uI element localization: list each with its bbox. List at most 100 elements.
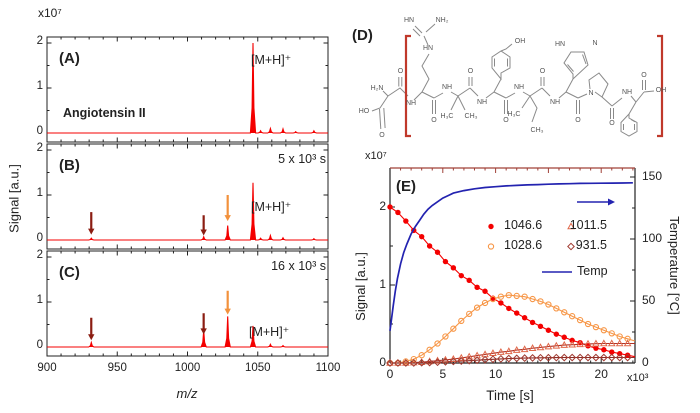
tick-label: 2 bbox=[36, 249, 43, 261]
tick-label: 2 bbox=[36, 35, 43, 47]
atom-label: O bbox=[431, 117, 437, 124]
legend-markers bbox=[487, 222, 575, 273]
atom-label: O bbox=[575, 117, 581, 124]
tick-label: 20 bbox=[594, 367, 608, 381]
temperature-curve bbox=[389, 181, 633, 331]
left-bracket bbox=[404, 34, 411, 138]
atom-label: OH bbox=[656, 87, 667, 94]
tick-label: 15 bbox=[541, 367, 556, 381]
fragment-arrow bbox=[224, 195, 231, 222]
spectrum-trace-A bbox=[47, 42, 328, 134]
legend-temp: Temp bbox=[577, 264, 608, 278]
atom-label: O bbox=[468, 68, 474, 75]
panel-a-title: Angiotensin II bbox=[63, 106, 146, 120]
tick-label: 1 bbox=[36, 187, 43, 199]
atom-label: O bbox=[609, 120, 615, 127]
panel-b-label: (B) bbox=[59, 157, 80, 174]
panel-c-peak-annotation: [M+H]⁺ bbox=[249, 325, 290, 339]
panel-a-label: (A) bbox=[59, 50, 80, 67]
legend-1011: 1011.5 bbox=[569, 218, 607, 232]
tick-label: 1 bbox=[36, 80, 43, 92]
legend-1046: 1046.6 bbox=[504, 218, 543, 232]
tick-label: 1100 bbox=[315, 362, 341, 374]
tick-label: 950 bbox=[107, 362, 127, 374]
atom-label: NH bbox=[550, 99, 560, 106]
atom-label: HO bbox=[359, 108, 370, 115]
panel-a-peak-annotation: [M+H]⁺ bbox=[251, 53, 292, 67]
kinetics-y-scale: x10⁷ bbox=[365, 150, 387, 162]
spectrum-panel-C bbox=[46, 250, 329, 357]
series-markers-1046.6 bbox=[387, 204, 631, 358]
atom-label: O bbox=[540, 68, 546, 75]
atom-label: NH bbox=[406, 100, 416, 107]
tick-label: 50 bbox=[642, 293, 656, 307]
atom-label: CH₃ bbox=[465, 113, 478, 120]
atom-label: HN bbox=[404, 17, 414, 24]
tick-label: 0 bbox=[36, 125, 43, 137]
legend-1028: 1028.6 bbox=[504, 238, 543, 252]
tick-label: 0 bbox=[379, 355, 386, 369]
tick-label: 0 bbox=[36, 232, 43, 244]
panel-e-label: (E) bbox=[396, 178, 416, 195]
fragment-arrow bbox=[224, 290, 231, 315]
kinetics-y-axis-label: Signal [a.u.] bbox=[353, 252, 368, 321]
fragment-brackets bbox=[404, 34, 664, 138]
spectrum-panel-A bbox=[46, 36, 329, 143]
atom-label: OH bbox=[515, 38, 526, 45]
tick-label: 2 bbox=[379, 199, 386, 213]
tick-label: 150 bbox=[642, 169, 663, 183]
panel-c-time-annotation: 16 x 10³ s bbox=[271, 259, 326, 273]
fit-line-931.5 bbox=[390, 356, 635, 364]
atom-label: O bbox=[379, 132, 385, 139]
time-axis-scale: x10³ bbox=[627, 372, 649, 384]
kinetics-chart bbox=[386, 167, 636, 367]
spectrum-trace-B bbox=[47, 182, 328, 241]
atom-label: H₂N bbox=[371, 85, 384, 92]
structure-bonds bbox=[371, 23, 655, 137]
atom-label: H₃C bbox=[508, 111, 521, 118]
fragment-arrow bbox=[88, 212, 95, 235]
tick-label: 900 bbox=[37, 362, 57, 374]
panel-c-label: (C) bbox=[59, 264, 80, 281]
tick-label: 10 bbox=[488, 367, 503, 381]
tick-label: 1 bbox=[379, 277, 386, 291]
atom-label: HN bbox=[555, 41, 565, 48]
fit-line-1028.6 bbox=[390, 294, 636, 364]
panel-b-peak-annotation: [M+H]⁺ bbox=[251, 200, 292, 214]
atom-label: O bbox=[503, 117, 509, 124]
right-bracket bbox=[657, 34, 664, 138]
atom-label: N bbox=[588, 90, 593, 97]
spectra-y-scale: x10⁷ bbox=[38, 6, 62, 20]
atom-label: N bbox=[592, 40, 597, 47]
panel-b-time-annotation: 5 x 10³ s bbox=[278, 152, 326, 166]
tick-label: 1000 bbox=[174, 362, 201, 374]
atom-label: O bbox=[398, 68, 404, 75]
time-axis-label: Time [s] bbox=[486, 388, 534, 403]
structure-atom-labels: H₂N HO O O NH HN NH₂ HN O NH H₃C CH₃ O NH OH O NH H₃C CH₃ O… bbox=[359, 17, 667, 139]
tick-label: 0 bbox=[36, 339, 43, 351]
panel-d-label: (D) bbox=[352, 27, 373, 44]
atom-label: HN bbox=[423, 45, 433, 52]
fragment-arrow bbox=[88, 317, 95, 341]
fragment-arrow bbox=[200, 313, 207, 335]
legend-931: 931.5 bbox=[575, 238, 607, 252]
fragment-arrow bbox=[200, 215, 207, 236]
temperature-axis-label: Temperature [°C] bbox=[667, 216, 682, 315]
mz-axis-label: m/z bbox=[176, 386, 198, 401]
tick-label: 0 bbox=[642, 355, 649, 369]
atom-label: H₃C bbox=[441, 113, 454, 120]
series-markers-931.5 bbox=[386, 353, 632, 367]
tick-label: 5 bbox=[439, 367, 447, 381]
atom-label: NH bbox=[442, 84, 452, 91]
tick-label: 1050 bbox=[244, 362, 271, 374]
tick-label: 1 bbox=[36, 294, 43, 306]
atom-label: NH₂ bbox=[436, 17, 449, 24]
spectrum-panel-B bbox=[46, 143, 329, 250]
mass-spectra-panels bbox=[46, 36, 329, 357]
series-markers-1028.6 bbox=[386, 291, 631, 367]
tick-label: 100 bbox=[642, 231, 663, 245]
tick-label: 2 bbox=[36, 142, 43, 154]
angiotensin-structure-drawing: H₂N HO O O NH HN NH₂ HN O NH H₃C CH₃ O NH OH O NH H₃C CH₃ O… bbox=[359, 17, 667, 139]
atom-label: CH₃ bbox=[531, 127, 544, 134]
